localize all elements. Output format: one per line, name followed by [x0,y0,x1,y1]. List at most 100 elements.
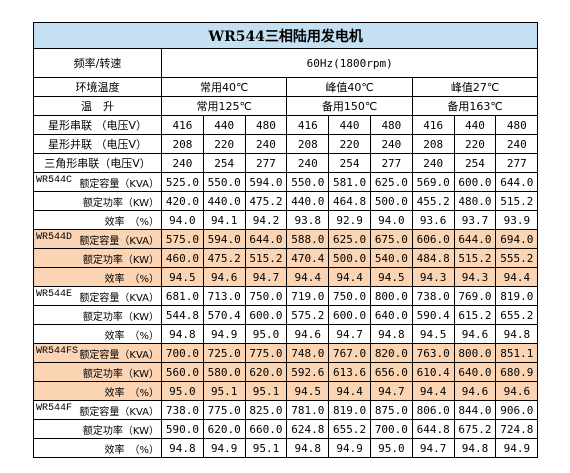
metric-value: 644.0 [495,172,539,192]
metric-value: 767.0 [328,343,371,363]
metric-value: 95.1 [244,438,288,458]
metric-value: 94.8 [369,324,413,344]
voltage-row: 星形并联 （电压V） 208 220 240 208 220 240 208 220 240 [33,134,539,154]
metric-value: 470.4 [286,248,330,268]
metric-value: 94.4 [286,267,330,287]
voltage-value: 240 [495,134,539,154]
metric-value: 94.5 [369,267,413,287]
model-row: WR544D 额定容量（KVA） 575.0 594.0 644.0 588.0 625.0… [33,229,539,249]
voltage-value: 416 [411,115,455,135]
metric-label: 额定容量（KVA） [79,349,159,361]
voltage-value: 277 [244,153,288,173]
metric-label: 效率 （%） [104,444,159,456]
metric-value: 644.0 [453,229,497,249]
metric-value: 94.6 [495,381,539,401]
row-label: 星形并联 （电压V） [33,134,162,154]
metric-value: 94.4 [328,267,371,287]
metric-value: 713.0 [202,286,246,306]
metric-value: 592.6 [286,362,330,382]
row-label: 效率 （%） [33,381,162,401]
metric-value: 94.7 [369,381,413,401]
label-box: 额定功率（KW） [35,308,161,323]
row-label: WR544E 额定容量（KVA） [33,286,162,306]
metric-value: 94.7 [411,438,455,458]
metric-value: 606.0 [411,229,455,249]
row-label: 额定功率（KW） [33,248,162,268]
row-label: 效率 （%） [33,267,162,287]
metric-value: 94.2 [244,210,288,230]
voltage-value: 240 [369,134,413,154]
metric-value: 94.3 [453,267,497,287]
metric-value: 694.0 [495,229,539,249]
row-label: 环境温度 [33,77,162,97]
row-label: 额定功率（KW） [33,419,162,439]
metric-value: 625.0 [369,172,413,192]
metric-value: 95.0 [369,438,413,458]
model-row: 额定功率（KW） 420.0 440.0 475.2 440.0 464.8 500.0 45… [33,191,539,211]
metric-value: 820.0 [369,343,413,363]
metric-value: 440.0 [202,191,246,211]
row-label: 效率 （%） [33,324,162,344]
metric-value: 615.2 [453,305,497,325]
metric-value: 570.4 [202,305,246,325]
metric-value: 594.0 [244,172,288,192]
metric-value: 610.4 [411,362,455,382]
voltage-value: 440 [328,115,371,135]
row-label: 频率/转速 [33,48,162,78]
model-row: WR544F 额定容量（KVA） 738.0 775.0 825.0 781.0 819.0… [33,400,539,420]
metric-value: 515.2 [453,248,497,268]
metric-value: 750.0 [328,286,371,306]
metric-value: 775.0 [244,343,288,363]
metric-value: 94.8 [453,438,497,458]
metric-value: 94.0 [369,210,413,230]
model-row: WR544FS 额定容量（KVA） 700.0 725.0 775.0 748.0 767.… [33,343,539,363]
metric-value: 675.0 [369,229,413,249]
metric-value: 94.8 [161,324,204,344]
metric-value: 600.0 [453,172,497,192]
frequency-value: 60Hz(1800rpm) [160,48,539,78]
row-label: 三角形串联（电压V） [33,153,162,173]
metric-value: 575.0 [161,229,204,249]
metric-value: 640.0 [369,305,413,325]
metric-value: 94.4 [328,381,371,401]
metric-value: 500.0 [369,191,413,211]
metric-value: 94.6 [453,324,497,344]
metric-value: 590.4 [411,305,455,325]
model-name: WR544FS [36,345,79,357]
metric-label: 效率 （%） [104,216,159,228]
metric-value: 656.0 [369,362,413,382]
model-row: 效率 （%） 94.5 94.6 94.7 94.4 94.4 94.5 94.3 94.3 94… [33,267,539,287]
metric-value: 644.0 [244,229,288,249]
metric-label: 额定容量（KVA） [79,178,159,190]
metric-value: 590.0 [161,419,204,439]
row-label: 星形串联 （电压V） [33,115,162,135]
metric-value: 92.9 [328,210,371,230]
voltage-value: 240 [244,134,288,154]
metric-value: 94.5 [411,324,455,344]
voltage-value: 416 [286,115,330,135]
metric-value: 94.8 [161,438,204,458]
table-body: WR544三相陆用发电机 频率/转速 60Hz(1800rpm) 环境温度 常用40℃ 峰… [32,22,539,458]
metric-value: 655.2 [328,419,371,439]
metric-value: 660.0 [244,419,288,439]
metric-value: 460.0 [161,248,204,268]
metric-value: 681.0 [161,286,204,306]
metric-value: 819.0 [495,286,539,306]
metric-value: 475.2 [202,248,246,268]
voltage-value: 277 [369,153,413,173]
metric-value: 724.8 [495,419,539,439]
metric-value: 738.0 [161,400,204,420]
metric-label: 效率 （%） [104,273,159,285]
condition: 常用40℃ [160,77,288,97]
voltage-value: 240 [286,153,330,173]
metric-value: 480.0 [453,191,497,211]
metric-value: 680.9 [495,362,539,382]
condition: 备用163℃ [411,96,539,116]
metric-value: 594.0 [202,229,246,249]
metric-value: 94.9 [202,438,246,458]
metric-value: 94.7 [244,267,288,287]
voltage-value: 480 [495,115,539,135]
row-label: 额定功率（KW） [33,362,162,382]
voltage-value: 480 [244,115,288,135]
